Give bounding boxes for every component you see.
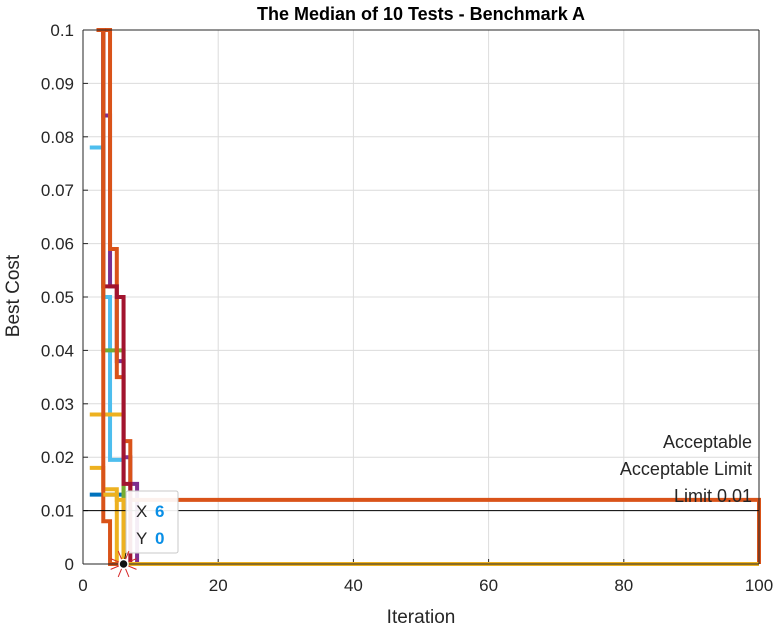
y-tick-label: 0.09 — [41, 74, 74, 93]
datatip-y-label: Y — [136, 529, 147, 548]
y-tick-label: 0.01 — [41, 502, 74, 521]
x-tick-label: 40 — [344, 576, 363, 595]
y-tick-label: 0.1 — [50, 21, 74, 40]
y-tick-label: 0.07 — [41, 181, 74, 200]
datatip[interactable]: X 6 Y 0 — [110, 490, 179, 578]
datatip-x-label: X — [136, 502, 147, 521]
datatip-marker[interactable] — [110, 550, 137, 578]
x-tick-label: 20 — [209, 576, 228, 595]
y-axis-label: Best Cost — [3, 254, 24, 337]
y-tick-label: 0.04 — [41, 341, 74, 360]
datatip-y-value: 0 — [155, 529, 164, 548]
x-tick-label: 60 — [479, 576, 498, 595]
x-tick-label: 0 — [78, 576, 87, 595]
axes-frame — [82, 29, 760, 565]
x-tick-labels: 0 20 40 60 80 100 — [78, 576, 773, 595]
y-gridlines — [83, 29, 759, 565]
annotation-line-3: Limit 0.01 — [674, 486, 752, 506]
y-tick-label: 0.06 — [41, 235, 74, 254]
y-tick-label: 0.03 — [41, 395, 74, 414]
y-tick-labels: 0 0.01 0.02 0.03 0.04 0.05 0.06 0.07 0.08 0.09 0.1 — [41, 21, 74, 574]
y-tick-label: 0 — [65, 555, 74, 574]
reference-line-label: Acceptable Acceptable Limit Limit 0.01 — [620, 432, 752, 506]
series-line-1 — [89, 492, 759, 566]
chart-title: The Median of 10 Tests - Benchmark A — [257, 4, 585, 24]
x-axis-label: Iteration — [387, 607, 456, 628]
series-line-3 — [89, 412, 759, 566]
x-tick-label: 80 — [614, 576, 633, 595]
y-tick-label: 0.02 — [41, 448, 74, 467]
annotation-line-1: Acceptable — [663, 432, 752, 452]
datatip-box — [125, 490, 179, 554]
datatip-marker-dot[interactable] — [118, 558, 129, 570]
datatip-x-value: 6 — [155, 502, 164, 521]
series-line-10 — [103, 492, 759, 566]
y-tick-label: 0.08 — [41, 128, 74, 147]
annotation-line-2: Acceptable Limit — [620, 459, 752, 479]
y-tick-label: 0.05 — [41, 288, 74, 307]
x-tick-label: 100 — [745, 576, 773, 595]
series-line-4 — [89, 465, 759, 566]
